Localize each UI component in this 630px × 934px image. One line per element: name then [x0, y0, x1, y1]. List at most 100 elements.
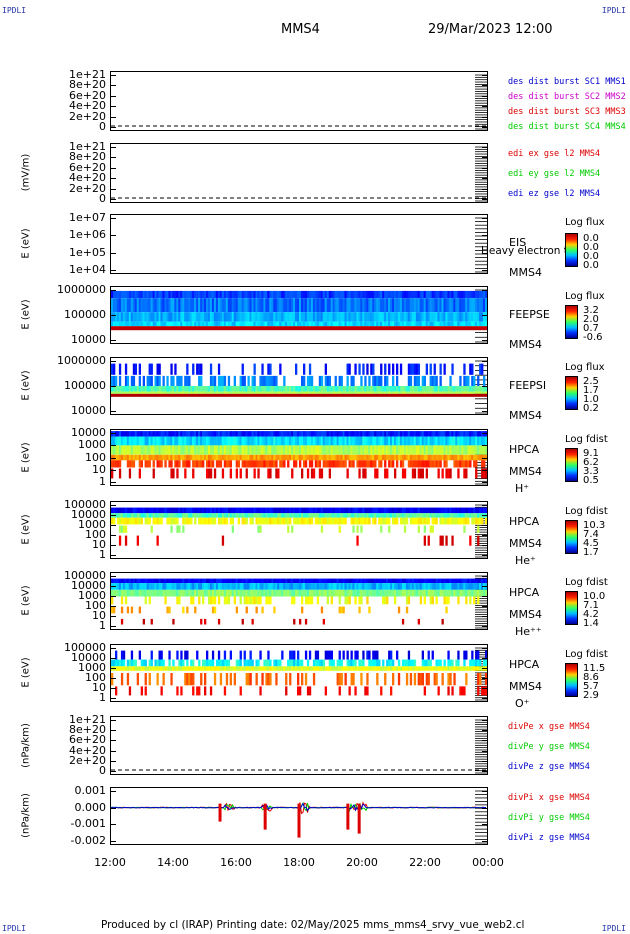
spectrogram-cell [415, 666, 419, 671]
spectrogram-cell [467, 312, 470, 322]
spectrogram-cell [249, 290, 252, 299]
spectrogram-cell [162, 391, 165, 394]
spectrogram-cell [134, 666, 137, 671]
spectrogram-cell [144, 659, 147, 667]
spectrogram-cell [421, 386, 424, 392]
spectrogram-cell [409, 436, 413, 446]
spectrogram-cell [467, 513, 470, 518]
spectrogram-cell [273, 666, 276, 671]
spectrogram-cell [279, 578, 282, 584]
spectrogram-cell [382, 321, 385, 327]
spectrogram-cell [324, 583, 327, 590]
spectrogram-cell [459, 391, 462, 394]
spectrogram-cell [310, 431, 314, 437]
spectrogram-cell [289, 298, 292, 313]
spectrogram-cell [463, 436, 466, 446]
spectrogram-cell [358, 436, 361, 446]
spectrogram-cell [283, 298, 286, 313]
spectrogram-cell [198, 659, 201, 667]
spectrogram-cell [394, 513, 397, 518]
spectrogram-cell [211, 386, 215, 392]
spectrogram-cell [423, 375, 426, 386]
spectrogram-cell [386, 321, 389, 327]
spectrogram-cell [376, 375, 379, 386]
spectrogram-cell [293, 513, 296, 518]
spectrogram-cell [392, 391, 395, 394]
ytick-mark-p7 [482, 535, 488, 536]
spectrogram-cell [346, 386, 349, 392]
ytick-p10: 1e+21 [69, 713, 106, 726]
spectrogram-cell [344, 578, 347, 584]
spectrogram-cell [407, 445, 411, 455]
spectrogram-cell [445, 391, 448, 394]
ytick-p1: 6e+20 [69, 88, 106, 102]
spectrogram-cell [310, 589, 314, 597]
spectrogram-cell [271, 290, 274, 299]
spectrogram-cell [431, 460, 434, 468]
ytick-mark-p11 [482, 791, 488, 792]
spectrogram-cell [429, 666, 432, 671]
spectrogram-cell [481, 686, 484, 696]
spectrogram-cell [413, 321, 417, 327]
spectrogram-cell [350, 436, 353, 446]
spectrogram-cell [190, 312, 193, 322]
spectrogram-cell [144, 445, 147, 455]
spectrogram-cell [259, 513, 262, 518]
spectrogram-cell [166, 513, 169, 518]
panel-p11 [110, 787, 488, 845]
spectrogram-cell [306, 298, 310, 313]
spectrogram-cell [184, 460, 187, 468]
spectrogram-cell [350, 431, 353, 437]
spectrogram-cell [330, 445, 333, 455]
spectrogram-cell [308, 578, 312, 584]
spectrogram-cell [366, 454, 369, 461]
spectrogram-cell [358, 454, 361, 461]
spectrogram-cell [211, 578, 215, 584]
spectrogram-cell [202, 666, 205, 671]
spectrogram-cell [233, 507, 236, 514]
spectrogram-cell [306, 445, 310, 455]
spectrogram-cell [380, 583, 383, 590]
spectrogram-cell [366, 290, 369, 299]
spectrogram-cell [229, 517, 232, 525]
spectrogram-cell [124, 290, 128, 299]
spectrogram-cell [346, 454, 349, 461]
spectrogram-cell [261, 507, 264, 514]
spectrogram-cell [190, 431, 193, 437]
spectrogram-cell [144, 673, 147, 686]
spectrogram-cell [431, 321, 434, 327]
spectrogram-cell [200, 460, 203, 468]
spectrogram-cell [340, 454, 343, 461]
spectrogram-cell [186, 589, 189, 597]
spectrogram-cell [336, 445, 339, 455]
spectrogram-cell [213, 673, 217, 686]
spectrogram-cell [287, 517, 290, 525]
spectrogram-cell [178, 583, 181, 590]
spectrogram-cell [360, 513, 363, 518]
spectrogram-cell [158, 650, 161, 660]
spectrogram-cell [208, 578, 211, 584]
spectrogram-cell [225, 659, 229, 667]
spectrogram-cell [344, 436, 347, 446]
spectrogram-cell [338, 445, 341, 455]
spectrogram-cell [308, 454, 312, 461]
spectrogram-cell [206, 650, 209, 660]
spectrogram-cell [275, 673, 278, 686]
spectrogram-cell [399, 445, 403, 455]
spectrogram-cell [297, 445, 300, 455]
spectrogram-cell [182, 578, 185, 584]
spectrogram-cell [399, 321, 403, 327]
spectrogram-cell [231, 507, 234, 514]
spectrogram-cell [439, 431, 442, 437]
spectrogram-cell [287, 436, 290, 446]
spectrogram-cell [397, 507, 401, 514]
spectrogram-cell [287, 298, 290, 313]
spectrogram-cell [263, 666, 266, 671]
spectrogram-cell [249, 391, 252, 394]
spectrogram-cell [297, 386, 300, 392]
spectrogram-cell [150, 436, 153, 446]
spectrogram-cell [392, 517, 395, 525]
spectrogram-cell [370, 666, 373, 671]
spectrogram-cell [364, 454, 367, 461]
spectrogram-cell [192, 507, 195, 514]
